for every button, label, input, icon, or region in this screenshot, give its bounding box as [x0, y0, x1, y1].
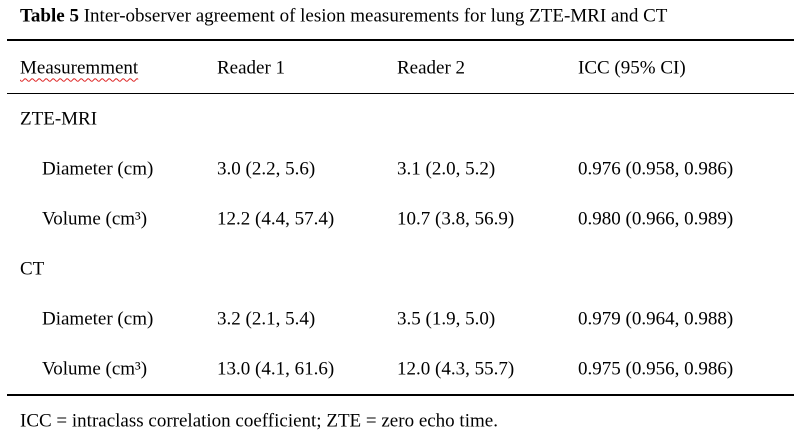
row-label: Volume (cm³) — [42, 358, 148, 380]
cell: 0.976 (0.958, 0.986) — [578, 158, 734, 180]
header-cell: Measuremment — [20, 57, 139, 79]
top-rule — [7, 39, 794, 41]
row-label: Volume (cm³) — [42, 208, 148, 230]
caption: Table 5 Inter-observer agreement of lesi… — [20, 7, 667, 26]
cell: 0.979 (0.964, 0.988) — [578, 308, 734, 330]
cell: 13.0 (4.1, 61.6) — [217, 358, 335, 380]
cell: 3.1 (2.0, 5.2) — [397, 158, 496, 180]
group-label: CT — [20, 258, 45, 280]
cell: 10.7 (3.8, 56.9) — [397, 208, 515, 230]
row-label: Diameter (cm) — [42, 158, 154, 180]
row-label: Diameter (cm) — [42, 308, 154, 330]
footnote: ICC = intraclass correlation coefficient… — [20, 410, 498, 432]
header-rule — [7, 93, 794, 94]
cell: 0.980 (0.966, 0.989) — [578, 208, 734, 230]
bottom-rule — [7, 394, 794, 396]
cell: 0.975 (0.956, 0.986) — [578, 358, 734, 380]
header-cell: ICC (95% CI) — [578, 57, 686, 79]
cell: 12.0 (4.3, 55.7) — [397, 358, 515, 380]
header-cell: Reader 2 — [397, 57, 466, 79]
cell: 3.0 (2.2, 5.6) — [217, 158, 316, 180]
caption-label: Table 5 — [20, 5, 79, 27]
cell: 3.5 (1.9, 5.0) — [397, 308, 496, 330]
caption-text: Inter-observer agreement of lesion measu… — [83, 5, 668, 27]
group-label: ZTE-MRI — [20, 108, 98, 130]
cell: 3.2 (2.1, 5.4) — [217, 308, 316, 330]
header-cell: Reader 1 — [217, 57, 286, 79]
cell: 12.2 (4.4, 57.4) — [217, 208, 335, 230]
